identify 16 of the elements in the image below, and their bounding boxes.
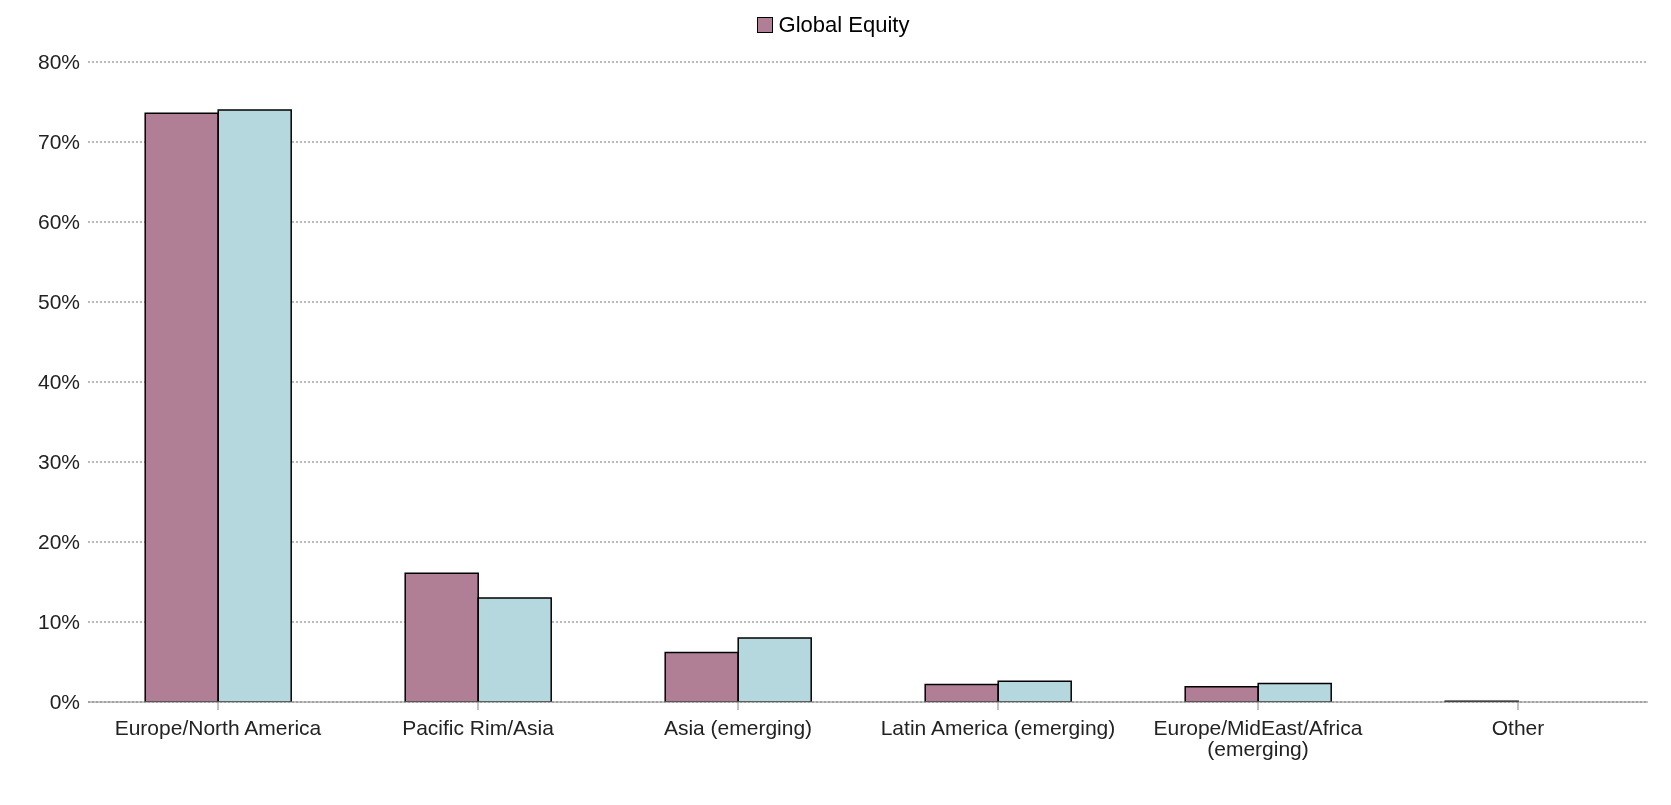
x-tick-label: Asia (emerging) bbox=[663, 715, 813, 739]
y-tick-label: 30% bbox=[37, 450, 80, 474]
y-tick-label: 20% bbox=[37, 530, 80, 554]
x-tick-label: Europe/North America bbox=[114, 715, 322, 739]
x-tick-label: Pacific Rim/Asia bbox=[402, 715, 555, 739]
y-tick-label: 40% bbox=[37, 370, 80, 394]
y-tick-label: 50% bbox=[37, 290, 80, 314]
x-tick-label: Europe/MidEast/Africa (emerging) bbox=[1153, 715, 1363, 760]
y-tick-label: 10% bbox=[37, 610, 80, 634]
y-tick-label: 80% bbox=[37, 50, 80, 74]
x-tick-label: Latin America (emerging) bbox=[880, 715, 1116, 739]
y-tick-label: 0% bbox=[49, 690, 80, 714]
legend-label: Global Equity bbox=[778, 12, 910, 38]
x-tick-label: Other bbox=[1491, 715, 1545, 739]
y-tick-label: 70% bbox=[37, 130, 80, 154]
y-tick-label: 60% bbox=[37, 210, 80, 234]
